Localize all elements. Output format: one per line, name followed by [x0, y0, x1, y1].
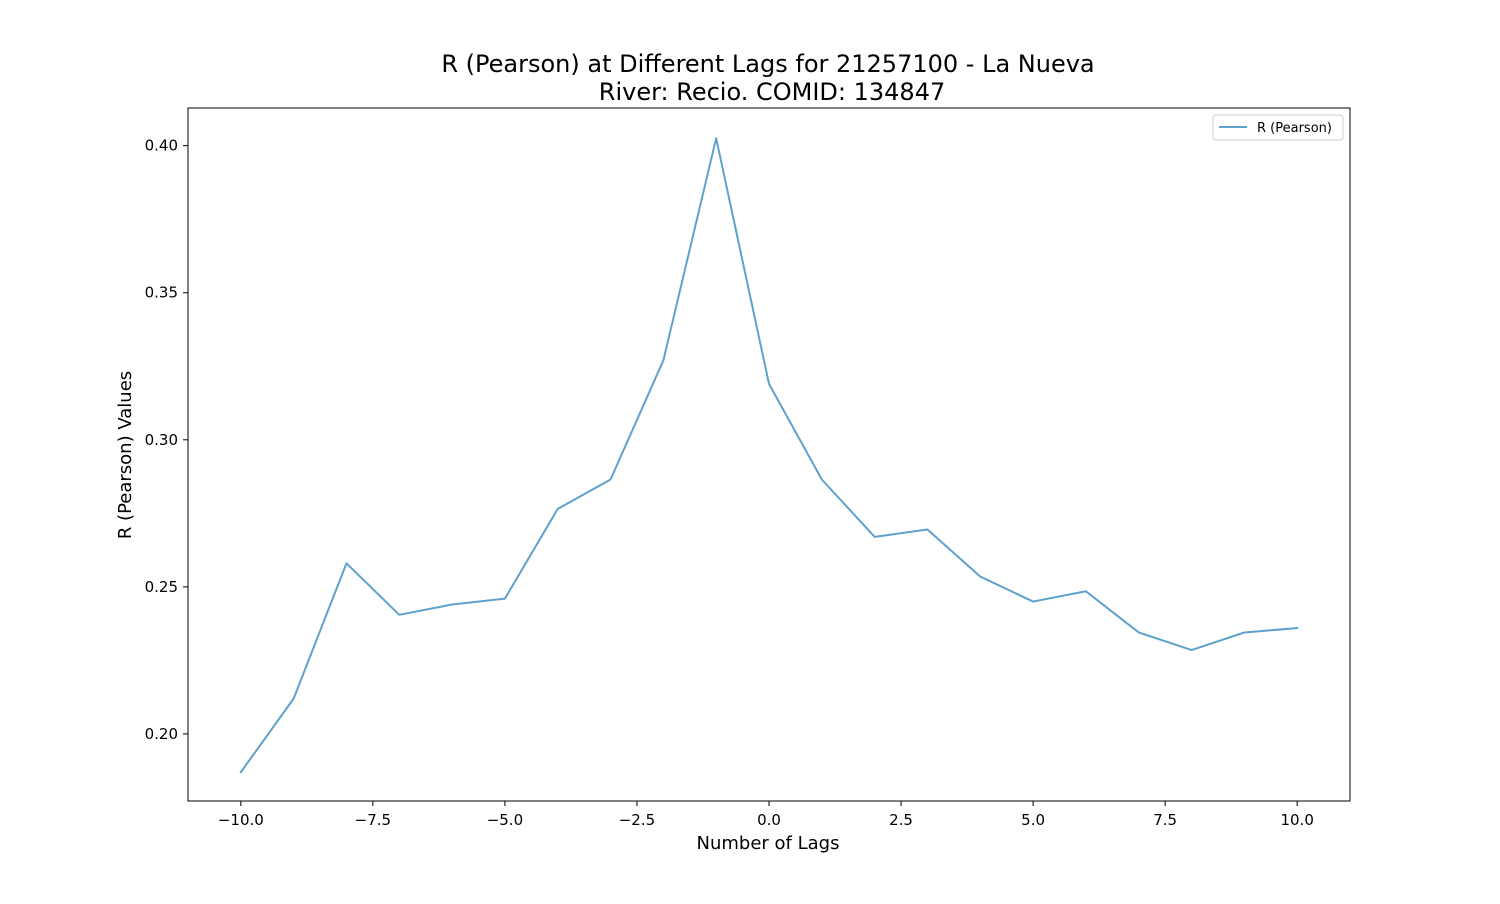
y-tick-label: 0.25 — [145, 578, 178, 596]
data-point — [1296, 627, 1298, 629]
data-point — [926, 529, 928, 531]
data-point — [979, 576, 981, 578]
chart-title: R (Pearson) at Different Lags for 212571… — [441, 50, 1094, 78]
data-point — [1191, 649, 1193, 651]
data-point — [240, 771, 242, 773]
data-point — [662, 359, 664, 361]
data-point — [821, 479, 823, 481]
x-tick-label: 10.0 — [1280, 811, 1313, 829]
x-tick-label: 2.5 — [889, 811, 913, 829]
x-tick-label: 5.0 — [1021, 811, 1045, 829]
data-point — [1138, 631, 1140, 633]
x-tick-label: −7.5 — [355, 811, 391, 829]
series-line — [239, 137, 1299, 774]
data-point — [504, 598, 506, 600]
data-point — [398, 614, 400, 616]
x-tick-label: −2.5 — [619, 811, 655, 829]
legend: R (Pearson) — [1212, 114, 1344, 141]
legend-box — [1212, 114, 1344, 141]
axes-frame — [187, 107, 1351, 802]
x-tick-label: 0.0 — [757, 811, 781, 829]
chart-subtitle: River: Recio. COMID: 134847 — [599, 78, 945, 106]
x-tick-label: −10.0 — [218, 811, 264, 829]
data-point — [610, 479, 612, 481]
data-point — [451, 604, 453, 606]
y-tick-label: 0.30 — [145, 431, 178, 449]
plot-area: −10.0 −7.5 −5.0 −2.5 0.0 2.5 5.0 7.5 10.0 0.20 0.2… — [145, 107, 1351, 829]
data-point — [345, 562, 347, 564]
legend-label: R (Pearson) — [1257, 121, 1332, 136]
data-point — [557, 508, 559, 510]
y-axis-label: R (Pearson) Values — [115, 371, 136, 539]
data-point — [1243, 631, 1245, 633]
y-tick-label: 0.35 — [145, 284, 178, 302]
data-point — [1085, 590, 1087, 592]
data-point — [768, 383, 770, 385]
data-point — [715, 137, 717, 139]
y-tick-label: 0.20 — [145, 725, 178, 743]
y-tick-label: 0.40 — [145, 137, 178, 155]
x-tick-label: 7.5 — [1153, 811, 1177, 829]
data-point — [874, 536, 876, 538]
x-tick-label: −5.0 — [487, 811, 523, 829]
data-point — [293, 698, 295, 700]
x-axis-label: Number of Lags — [697, 833, 840, 854]
data-point — [1032, 601, 1034, 603]
